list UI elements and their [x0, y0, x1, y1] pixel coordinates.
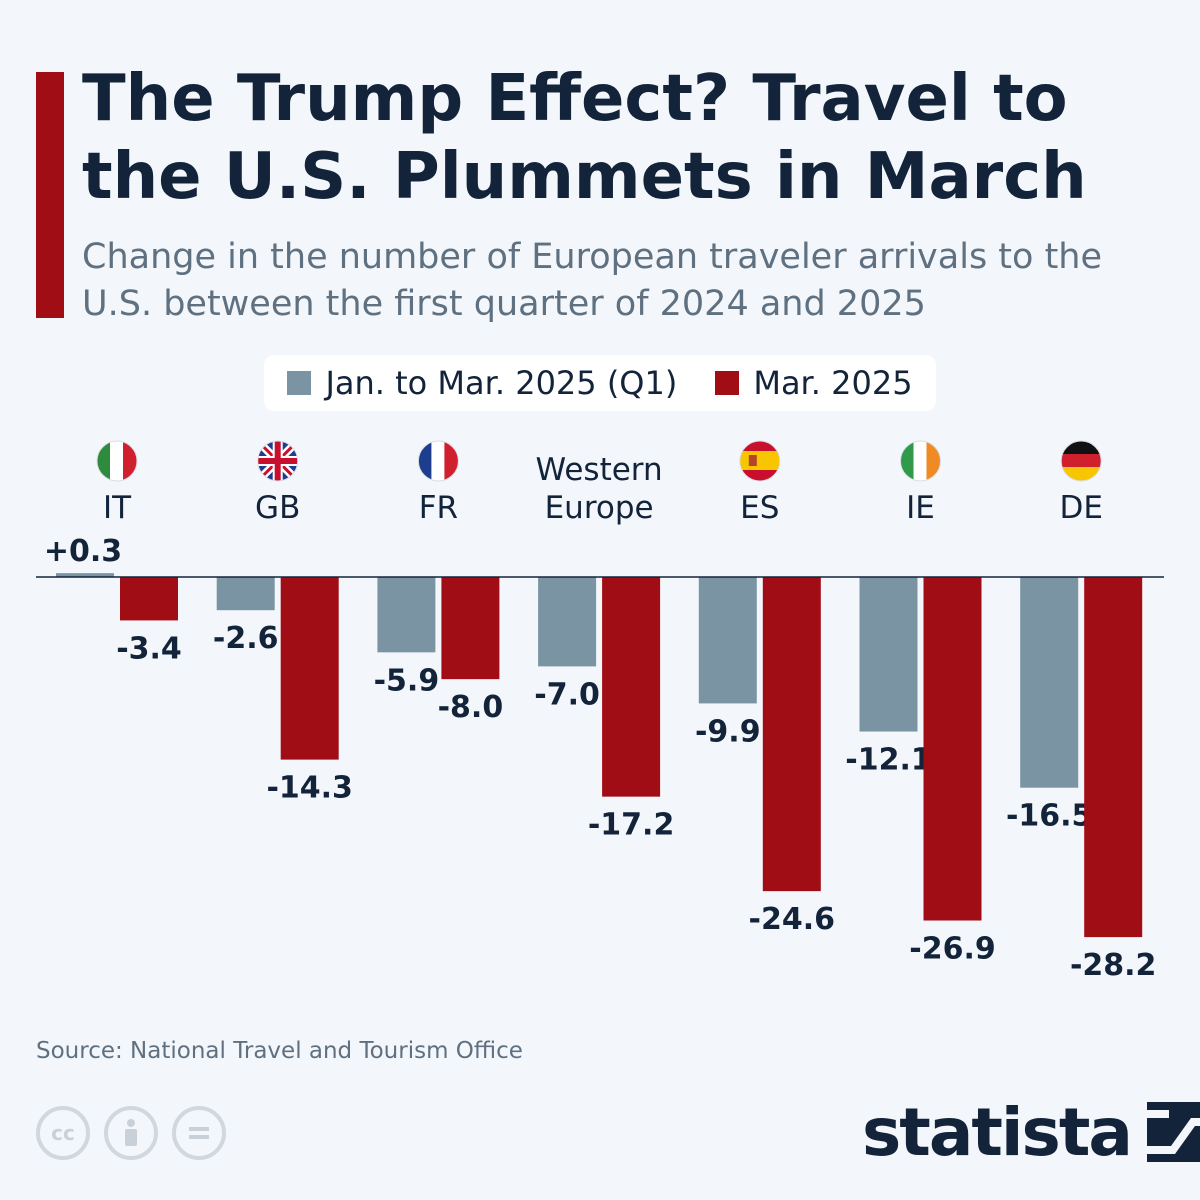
bar-mar-4 [762, 577, 821, 892]
statista-logo-icon [1146, 1102, 1200, 1162]
category-label-europe: Europe [545, 490, 654, 526]
source-note: Source: National Travel and Tourism Offi… [36, 1038, 523, 1064]
bar-q1-5 [859, 577, 918, 732]
category-label-gb: GB [255, 490, 300, 526]
chart-title: The Trump Effect? Travel to the U.S. Plu… [82, 62, 1087, 214]
legend: Jan. to Mar. 2025 (Q1) Mar. 2025 [264, 355, 936, 411]
legend-item-q1: Jan. to Mar. 2025 (Q1) [287, 364, 677, 402]
uk-flag-icon [257, 440, 299, 482]
ireland-flag-icon [900, 440, 941, 482]
category-label-western: Western [536, 452, 663, 488]
statista-logo-text: statista [862, 1093, 1133, 1171]
bar-q1-0 [56, 573, 114, 577]
bar-mar-3 [602, 577, 661, 797]
spain-flag-icon [739, 440, 781, 482]
data-label-mar-4: -24.6 [749, 902, 835, 937]
germany-flag-icon [1060, 440, 1102, 482]
bar-q1-3 [538, 577, 597, 667]
data-label-q1-6: -16.5 [1006, 799, 1092, 834]
attribution-icon [104, 1106, 158, 1160]
person-icon [125, 1119, 137, 1146]
bar-q1-2 [377, 577, 436, 653]
equals-icon [189, 1127, 209, 1139]
italy-flag-icon [96, 440, 138, 482]
data-label-mar-2: -8.0 [438, 690, 504, 725]
bar-chart: IT +0.3 -3.4 GB -2.6 -14.3 FR -5.9-8.0 WesternEu… [36, 440, 1164, 983]
france-flag-icon [417, 440, 459, 482]
chart-subtitle: Change in the number of European travele… [82, 237, 1103, 324]
no-derivatives-icon [172, 1106, 226, 1160]
category-label-de: DE [1059, 490, 1102, 526]
license-icons: cc [36, 1106, 226, 1160]
data-label-q1-4: -9.9 [695, 714, 761, 749]
data-label-q1-2: -5.9 [374, 663, 440, 698]
category-label-es: ES [740, 490, 779, 526]
data-label-mar-1: -14.3 [266, 771, 352, 806]
bar-mar-2 [441, 577, 500, 680]
legend-swatch-q1 [287, 371, 312, 395]
data-label-q1-0: +0.3 [44, 534, 122, 569]
legend-label-mar: Mar. 2025 [753, 364, 913, 402]
data-label-q1-5: -12.1 [845, 743, 931, 778]
title-accent-bar [36, 72, 64, 318]
bar-mar-1 [280, 577, 339, 760]
data-label-mar-6: -28.2 [1070, 948, 1156, 983]
category-label-fr: FR [419, 490, 458, 526]
data-label-mar-5: -26.9 [909, 932, 995, 967]
bar-mar-0 [120, 577, 178, 621]
category-label-ie: IE [906, 490, 935, 526]
cc-icon: cc [36, 1106, 90, 1160]
bar-mar-5 [923, 577, 982, 921]
legend-label-q1: Jan. to Mar. 2025 (Q1) [325, 364, 678, 402]
bar-q1-4 [698, 577, 757, 704]
bar-mar-6 [1084, 577, 1143, 938]
data-label-q1-1: -2.6 [213, 621, 279, 656]
bar-q1-6 [1020, 577, 1079, 788]
data-label-mar-0: -3.4 [116, 631, 182, 666]
data-label-mar-3: -17.2 [588, 808, 674, 843]
bar-q1-1 [216, 577, 275, 611]
category-label-it: IT [103, 490, 132, 526]
legend-item-mar: Mar. 2025 [715, 364, 913, 402]
statista-brand: statista [862, 1092, 1200, 1172]
data-label-q1-3: -7.0 [534, 677, 600, 712]
legend-swatch-mar [715, 371, 740, 395]
